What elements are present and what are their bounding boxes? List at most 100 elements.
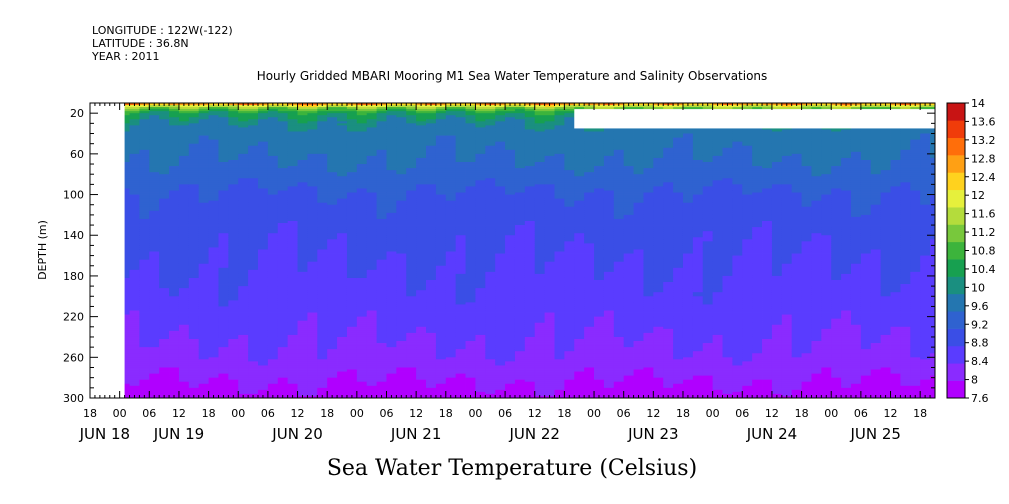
heatmap-cell bbox=[238, 210, 249, 214]
heatmap-cell bbox=[258, 385, 269, 389]
heatmap-cell bbox=[267, 109, 279, 112]
heatmap-cell bbox=[228, 387, 239, 391]
heatmap-cell bbox=[218, 306, 229, 309]
heatmap-cell bbox=[297, 277, 308, 281]
heatmap-cell bbox=[119, 345, 130, 348]
heatmap-cell bbox=[149, 336, 160, 340]
heatmap-cell bbox=[248, 117, 259, 120]
heatmap-cell bbox=[208, 257, 219, 261]
heatmap-cell bbox=[188, 123, 200, 126]
heatmap-cell bbox=[277, 345, 289, 348]
heatmap-cell bbox=[169, 271, 180, 275]
heatmap-cell bbox=[169, 298, 180, 301]
heatmap-cell bbox=[188, 202, 200, 206]
heatmap-cell bbox=[277, 113, 289, 116]
heatmap-cell bbox=[178, 174, 190, 177]
heatmap-cell bbox=[208, 184, 219, 187]
heatmap-cell bbox=[198, 336, 209, 340]
heatmap-cell bbox=[169, 347, 180, 350]
heatmap-cell bbox=[218, 318, 229, 322]
heatmap-cell bbox=[238, 117, 249, 120]
heatmap-cell bbox=[208, 320, 219, 324]
heatmap-cell bbox=[198, 389, 209, 393]
heatmap-cell bbox=[267, 113, 279, 116]
heatmap-cell bbox=[169, 257, 180, 261]
heatmap-cell bbox=[267, 314, 279, 318]
heatmap-cell bbox=[169, 212, 180, 216]
heatmap-cell bbox=[248, 105, 259, 108]
heatmap-cell bbox=[178, 141, 190, 145]
heatmap-cell bbox=[208, 221, 219, 224]
heatmap-cell bbox=[149, 263, 160, 267]
heatmap-cell bbox=[169, 127, 180, 130]
heatmap-cell bbox=[178, 391, 190, 395]
heatmap-cell bbox=[248, 320, 259, 324]
heatmap-cell bbox=[169, 371, 180, 374]
heatmap-cell bbox=[218, 202, 229, 206]
heatmap-cell bbox=[297, 225, 308, 228]
heatmap-cell bbox=[228, 379, 239, 383]
heatmap-cell bbox=[287, 310, 298, 313]
heatmap-cell bbox=[198, 159, 209, 163]
heatmap-cell bbox=[287, 241, 298, 244]
heatmap-cell bbox=[159, 363, 170, 366]
heatmap-cell bbox=[169, 343, 180, 346]
heatmap-cell bbox=[277, 237, 289, 240]
heatmap-cell bbox=[218, 200, 229, 204]
heatmap-cell bbox=[258, 251, 269, 254]
heatmap-cell bbox=[277, 308, 289, 311]
heatmap-cell bbox=[218, 328, 229, 332]
heatmap-cell bbox=[139, 115, 150, 118]
heatmap-cell bbox=[129, 298, 140, 301]
heatmap-cell bbox=[228, 125, 239, 128]
heatmap-cell bbox=[287, 349, 298, 352]
heatmap-cell bbox=[178, 324, 190, 328]
heatmap-cell bbox=[228, 247, 239, 250]
heatmap-cell bbox=[218, 155, 229, 159]
heatmap-cell bbox=[218, 188, 229, 191]
heatmap-cell bbox=[267, 375, 279, 379]
heatmap-cell bbox=[178, 332, 190, 336]
heatmap-cell bbox=[287, 200, 298, 204]
heatmap-cell bbox=[267, 157, 279, 161]
heatmap-cell bbox=[198, 233, 209, 236]
heatmap-cell bbox=[287, 284, 298, 287]
heatmap-cell bbox=[188, 345, 200, 348]
heatmap-cell bbox=[149, 255, 160, 259]
heatmap-cell bbox=[188, 155, 200, 159]
heatmap-cell bbox=[287, 105, 298, 108]
heatmap-cell bbox=[119, 267, 130, 271]
heatmap-cell bbox=[238, 357, 249, 360]
heatmap-cell bbox=[228, 233, 239, 236]
heatmap-cell bbox=[228, 111, 239, 114]
heatmap-cell bbox=[267, 343, 279, 346]
heatmap-cell bbox=[218, 119, 229, 122]
heatmap-cell bbox=[277, 174, 289, 177]
heatmap-cell bbox=[188, 107, 200, 110]
heatmap-cell bbox=[208, 336, 219, 340]
heatmap-cell bbox=[119, 182, 130, 185]
heatmap-cell bbox=[159, 155, 170, 159]
heatmap-cell bbox=[198, 253, 209, 256]
heatmap-cell bbox=[169, 280, 180, 283]
heatmap-cell bbox=[218, 159, 229, 163]
heatmap-cell bbox=[159, 328, 170, 332]
heatmap-cell bbox=[129, 373, 140, 377]
heatmap-cell bbox=[218, 292, 229, 295]
heatmap-cell bbox=[238, 109, 249, 112]
heatmap-cell bbox=[149, 341, 160, 344]
heatmap-cell bbox=[159, 141, 170, 145]
heatmap-cell bbox=[198, 239, 209, 242]
heatmap-cell bbox=[169, 357, 180, 360]
heatmap-cell bbox=[129, 202, 140, 206]
heatmap-cell bbox=[178, 294, 190, 297]
heatmap-cell bbox=[228, 308, 239, 311]
heatmap-cell bbox=[297, 231, 308, 234]
heatmap-cell bbox=[119, 286, 130, 289]
heatmap-cell bbox=[277, 363, 289, 366]
heatmap-cell bbox=[218, 336, 229, 340]
heatmap-cell bbox=[258, 267, 269, 271]
heatmap-cell bbox=[277, 298, 289, 301]
heatmap-cell bbox=[267, 216, 279, 220]
heatmap-cell bbox=[188, 257, 200, 261]
